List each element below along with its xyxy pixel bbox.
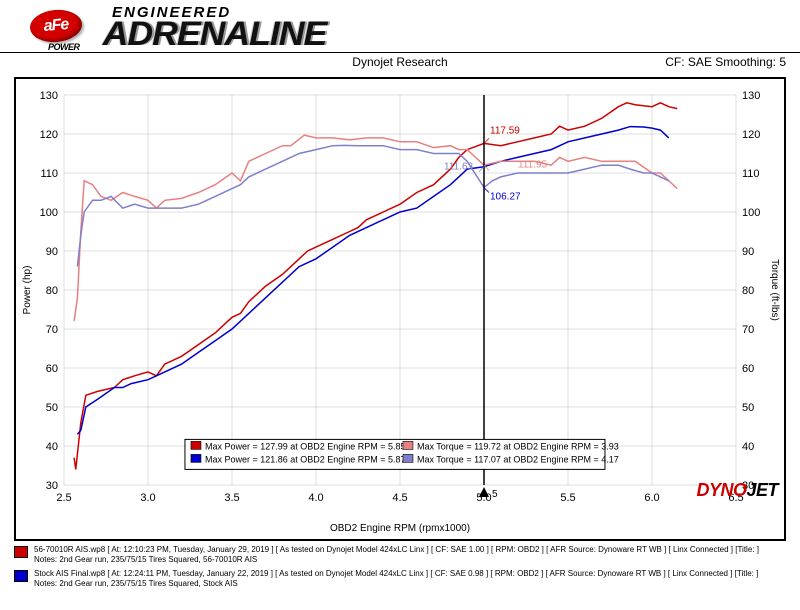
footer-row: Stock AIS Final.wp8 [ At: 12:24:11 PM, T…	[14, 569, 786, 589]
svg-text:3.0: 3.0	[140, 492, 155, 504]
footer-metadata: 56-70010R AIS.wp8 [ At: 12:10:23 PM, Tue…	[14, 545, 786, 589]
svg-text:120: 120	[40, 129, 58, 141]
svg-text:50: 50	[742, 402, 754, 414]
svg-text:130: 130	[40, 90, 58, 102]
svg-text:60: 60	[742, 363, 754, 375]
subhead: Dynojet Research CF: SAE Smoothing: 5	[0, 55, 800, 71]
footer-text: 56-70010R AIS.wp8 [ At: 12:10:23 PM, Tue…	[34, 545, 759, 565]
afe-logo: aFe POWER	[20, 4, 100, 52]
svg-text:117.59: 117.59	[490, 125, 520, 136]
chart-svg: 2.53.03.54.04.55.05.56.06.53030404050506…	[16, 79, 784, 539]
svg-text:40: 40	[46, 441, 58, 453]
svg-text:Max Power = 121.86 at OBD2 Eng: Max Power = 121.86 at OBD2 Engine RPM = …	[205, 454, 406, 464]
svg-text:50: 50	[46, 402, 58, 414]
brand-b: JET	[746, 480, 778, 500]
svg-text:70: 70	[742, 324, 754, 336]
logo-text: aFe	[43, 16, 69, 36]
svg-text:90: 90	[742, 246, 754, 258]
svg-text:130: 130	[742, 90, 760, 102]
brand-a: DYNO	[696, 480, 746, 500]
subhead-center: Dynojet Research	[352, 55, 447, 69]
svg-text:Torque (ft-lbs): Torque (ft-lbs)	[769, 259, 780, 321]
svg-text:Max Power = 127.99 at OBD2 Eng: Max Power = 127.99 at OBD2 Engine RPM = …	[205, 441, 406, 451]
svg-text:111.63: 111.63	[444, 162, 474, 173]
svg-text:30: 30	[46, 480, 58, 492]
footer-row: 56-70010R AIS.wp8 [ At: 12:10:23 PM, Tue…	[14, 545, 786, 565]
svg-text:2.5: 2.5	[56, 492, 71, 504]
svg-text:5: 5	[492, 489, 498, 500]
svg-text:4.5: 4.5	[392, 492, 407, 504]
svg-text:111.95: 111.95	[518, 159, 548, 170]
dyno-chart: 2.53.03.54.04.55.05.56.06.53030404050506…	[14, 77, 786, 541]
svg-text:80: 80	[46, 285, 58, 297]
svg-text:90: 90	[46, 246, 58, 258]
header: aFe POWER ENGINEERED ADRENALINE	[0, 0, 800, 53]
svg-text:Power (hp): Power (hp)	[22, 266, 33, 315]
svg-text:110: 110	[40, 168, 58, 180]
svg-text:40: 40	[742, 441, 754, 453]
svg-text:106.27: 106.27	[490, 192, 521, 203]
logo-tag: POWER	[48, 42, 80, 52]
svg-text:80: 80	[742, 285, 754, 297]
footer-text: Stock AIS Final.wp8 [ At: 12:24:11 PM, T…	[34, 569, 758, 589]
svg-text:6.0: 6.0	[644, 492, 659, 504]
subhead-right: CF: SAE Smoothing: 5	[665, 55, 786, 69]
svg-text:Max Torque = 117.07 at OBD2 En: Max Torque = 117.07 at OBD2 Engine RPM =…	[417, 454, 619, 464]
svg-text:60: 60	[46, 363, 58, 375]
headline: ENGINEERED ADRENALINE	[108, 6, 321, 50]
svg-text:100: 100	[742, 207, 760, 219]
svg-text:3.5: 3.5	[224, 492, 239, 504]
svg-text:OBD2 Engine RPM (rpmx1000): OBD2 Engine RPM (rpmx1000)	[330, 523, 470, 534]
svg-text:5.5: 5.5	[560, 492, 575, 504]
svg-text:120: 120	[742, 129, 760, 141]
dynojet-watermark: DYNOJET	[696, 480, 778, 501]
svg-text:100: 100	[40, 207, 58, 219]
footer-swatch	[14, 570, 28, 582]
svg-text:110: 110	[742, 168, 760, 180]
svg-text:4.0: 4.0	[308, 492, 323, 504]
svg-text:70: 70	[46, 324, 58, 336]
headline-main: ADRENALINE	[103, 19, 327, 50]
svg-text:Max Torque = 119.72 at OBD2 En: Max Torque = 119.72 at OBD2 Engine RPM =…	[417, 441, 619, 451]
footer-swatch	[14, 546, 28, 558]
